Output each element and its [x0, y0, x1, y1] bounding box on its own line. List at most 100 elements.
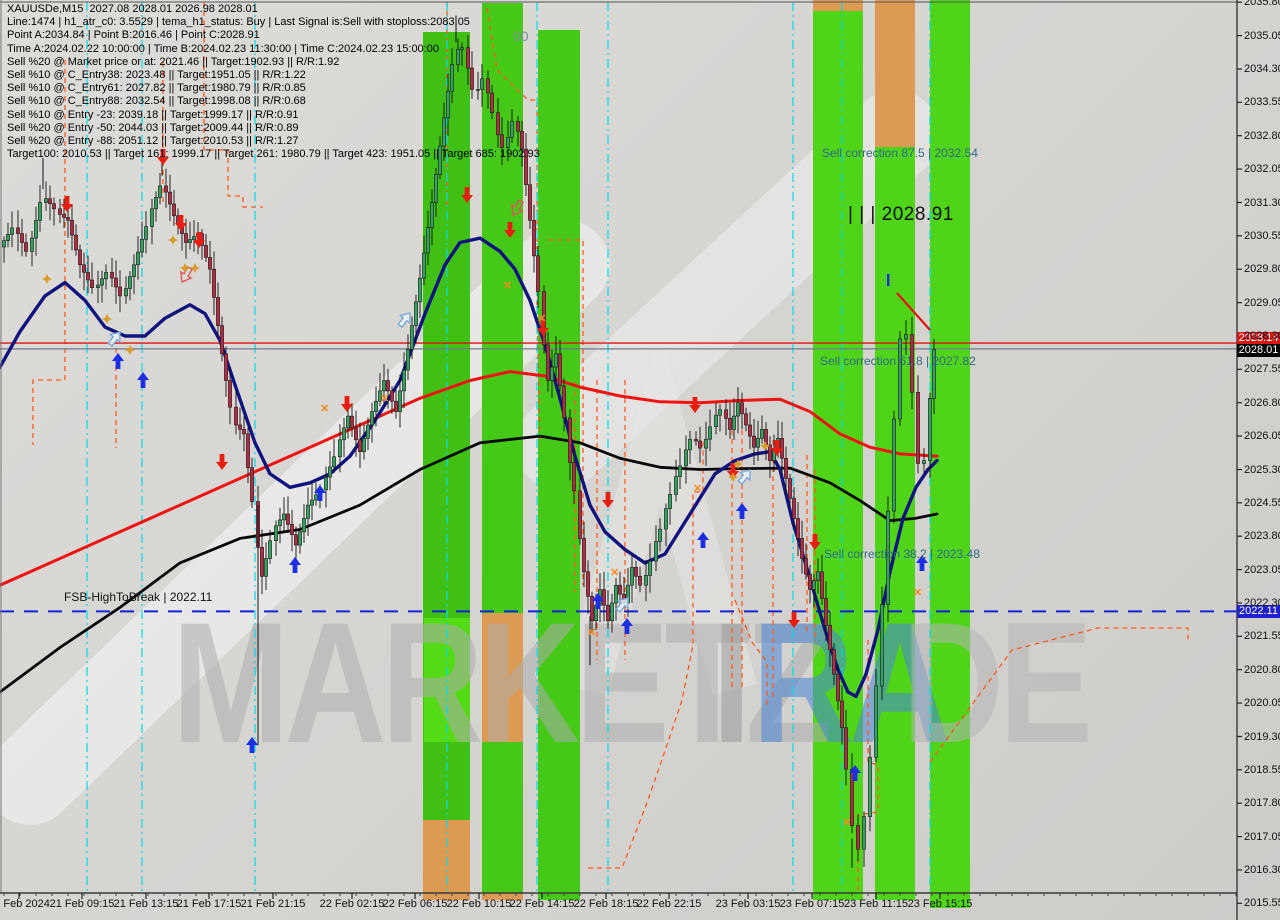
candle-body — [278, 519, 282, 527]
sell-arrow-icon[interactable] — [809, 534, 821, 550]
candle-body — [390, 390, 394, 402]
candle-body — [694, 438, 698, 442]
sell-arrow-icon[interactable] — [771, 440, 783, 456]
price-tick-label: 2021.55 — [1244, 630, 1280, 643]
candle-body — [704, 438, 708, 449]
candle-body — [614, 584, 618, 604]
x-marker-icon: ✕ — [320, 403, 329, 415]
candle-body — [792, 498, 796, 519]
candle-body — [16, 227, 20, 234]
candle-body — [562, 385, 566, 419]
candle-body — [732, 415, 736, 430]
candle-body — [2, 240, 6, 248]
price-tick-label: 2025.30 — [1244, 463, 1280, 476]
price-tick-label: 2027.55 — [1244, 363, 1280, 376]
time-tick-label: 21 Feb 21:15 — [240, 898, 306, 910]
sell-arrow-icon[interactable] — [61, 196, 73, 212]
candle-body — [78, 249, 82, 266]
candle-body — [438, 145, 442, 175]
sell-arrow-icon[interactable] — [157, 149, 170, 165]
candle-body — [6, 234, 10, 241]
price-tick-label: 2026.05 — [1244, 430, 1280, 443]
price-tick-label: 2020.05 — [1244, 697, 1280, 710]
sell-arrow-icon[interactable] — [504, 222, 516, 238]
price-tick-label: 2029.05 — [1244, 296, 1280, 309]
candle-body — [386, 380, 390, 392]
candle-body — [886, 510, 890, 605]
candle-body — [756, 437, 760, 448]
candle-body — [48, 198, 52, 204]
candle-body — [74, 234, 78, 251]
buy-arrow-icon[interactable] — [621, 618, 633, 634]
candle-body — [208, 257, 212, 270]
buy-arrow-icon[interactable] — [916, 555, 928, 571]
candle-body — [346, 415, 350, 429]
candle-body — [338, 439, 342, 458]
candle-body — [910, 334, 914, 393]
candle-body — [586, 571, 590, 597]
candle-body — [836, 673, 840, 702]
candle-body — [38, 202, 42, 221]
sell-arrow-icon[interactable] — [175, 215, 188, 231]
x-marker-icon: ✕ — [610, 567, 619, 579]
candle-body — [748, 424, 752, 437]
sell-arrow-icon[interactable] — [341, 396, 353, 412]
sell-arrow-icon[interactable] — [788, 612, 800, 628]
sell-arrow-icon[interactable] — [602, 492, 614, 508]
sell-correction-875-label: Sell correction 87.5 | 2032.54 — [822, 146, 978, 160]
watermark-text: MARKETZ — [172, 588, 828, 779]
candle-body — [242, 429, 246, 435]
candle-body — [110, 272, 114, 279]
buy-arrow-icon[interactable] — [592, 593, 604, 609]
candle-body — [868, 756, 872, 817]
candle-body — [714, 414, 718, 428]
candle-body — [10, 227, 14, 235]
sell-correction-618-label: Sell correction 61.8 | 2027.82 — [820, 354, 976, 368]
signal-zone — [875, 147, 915, 900]
watermark-text: I — [712, 588, 746, 779]
sell-arrow-icon[interactable] — [727, 463, 739, 479]
candle-body — [260, 546, 264, 577]
candle-body — [250, 467, 254, 502]
buy-arrow-icon[interactable] — [137, 372, 150, 388]
buy-arrow-icon[interactable] — [112, 353, 124, 369]
buy-arrow-icon[interactable] — [697, 532, 709, 548]
trailing-stop-line — [734, 599, 768, 705]
candle-body — [100, 278, 104, 286]
candle-body — [446, 90, 450, 119]
sell-arrow-icon[interactable] — [193, 232, 206, 248]
candle-body — [140, 239, 144, 253]
price-tick-label: 2024.55 — [1244, 496, 1280, 509]
candle-body — [414, 301, 418, 326]
buy-arrow-icon[interactable] — [289, 557, 301, 573]
buy-arrow-icon[interactable] — [736, 503, 748, 519]
candle-body — [828, 624, 832, 651]
info-line-11: Target100: 2010.53 || Target 161: 1999.1… — [7, 148, 540, 161]
time-tick-label: 23 Feb 11:15 — [843, 898, 909, 910]
candle-body — [516, 121, 520, 132]
candle-body — [192, 236, 196, 240]
candle-body — [90, 279, 94, 288]
info-line-7: Sell %10 @ C_Entry88: 2032.54 || Target:… — [7, 95, 306, 108]
candle-body — [158, 185, 162, 198]
buy-arrow-icon[interactable] — [246, 737, 258, 753]
price-tick-label: 2019.30 — [1244, 730, 1280, 743]
sell-arrow-icon[interactable] — [537, 320, 549, 336]
candle-body — [550, 366, 554, 381]
star-marker-icon — [760, 441, 770, 451]
buy-arrow-icon[interactable] — [849, 765, 861, 781]
candle-body — [136, 251, 140, 266]
sell-arrow-icon[interactable] — [461, 187, 473, 203]
time-tick-label: 23 Feb 07:15 — [779, 898, 845, 910]
candle-body — [172, 203, 176, 217]
sell-arrow-icon[interactable] — [689, 397, 701, 413]
candle-body — [658, 528, 662, 542]
sell-arrow-icon[interactable] — [216, 454, 229, 470]
signal-zone — [930, 0, 970, 908]
info-line-2: Point A:2034.84 | Point B:2016.46 | Poin… — [7, 29, 260, 42]
candle-body — [832, 649, 836, 675]
price-tick-label: 2031.30 — [1244, 196, 1280, 209]
buy-arrow-icon[interactable] — [314, 485, 326, 501]
candle-body — [928, 397, 932, 461]
